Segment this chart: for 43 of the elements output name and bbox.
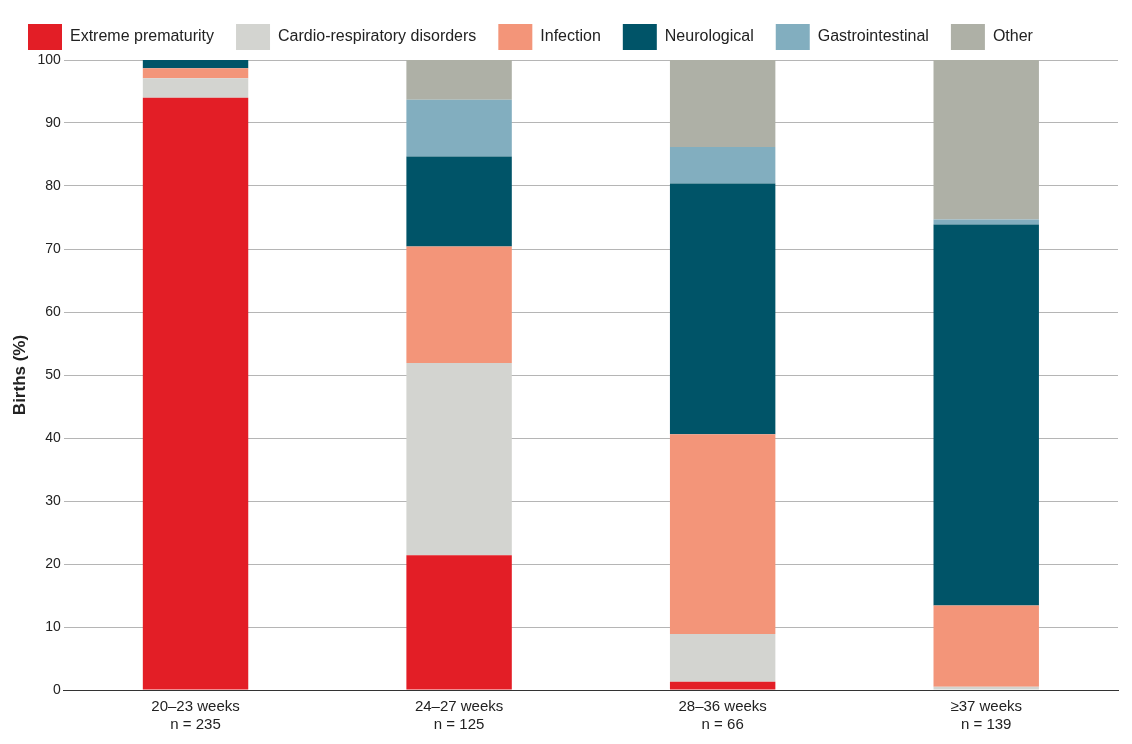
bar	[406, 246, 512, 364]
legend-label: Infection	[540, 27, 601, 45]
x-tick-label: 24–27 weeks n = 125	[414, 697, 504, 733]
bar	[142, 97, 249, 690]
y-tick-label: 50	[45, 365, 61, 382]
y-tick-label: 20	[45, 554, 61, 571]
bar	[142, 60, 249, 69]
bar	[669, 681, 776, 690]
legend-label: Extreme prematurity	[70, 27, 215, 45]
bar	[933, 219, 1039, 225]
y-tick-label: 30	[45, 491, 61, 508]
y-tick-label: 40	[45, 428, 61, 445]
bar	[669, 60, 776, 147]
y-axis-title: Births (%)	[9, 334, 29, 416]
bar	[142, 78, 249, 98]
x-tick-label: 28–36 weeks n = 66	[678, 697, 767, 733]
legend-label: Neurological	[664, 27, 754, 45]
bar	[406, 60, 512, 100]
bar	[406, 363, 512, 556]
bar	[669, 183, 776, 435]
bar	[669, 434, 776, 634]
bar	[406, 99, 512, 157]
y-tick-label: 100	[37, 50, 61, 67]
y-tick-label: 10	[45, 617, 61, 634]
x-tick-label: 20–23 weeks n = 235	[151, 697, 240, 733]
bar	[406, 156, 512, 247]
y-tick-label: 90	[45, 113, 61, 130]
bar	[669, 633, 776, 682]
bar	[933, 686, 1039, 690]
y-tick-label: 80	[45, 176, 61, 193]
legend-label: Other	[992, 27, 1034, 45]
y-tick-label: 0	[52, 680, 61, 697]
bar	[669, 146, 776, 184]
bar	[933, 224, 1039, 606]
bar	[142, 68, 249, 79]
legend-label: Gastrointestinal	[817, 27, 929, 45]
bar	[933, 60, 1039, 220]
bar	[406, 555, 512, 690]
bar	[933, 605, 1039, 687]
x-tick-label: ≥37 weeks n = 139	[950, 697, 1023, 733]
y-tick-label: 70	[45, 239, 61, 256]
y-tick-label: 60	[45, 302, 61, 319]
legend-label: Cardio-respiratory disorders	[278, 27, 477, 45]
